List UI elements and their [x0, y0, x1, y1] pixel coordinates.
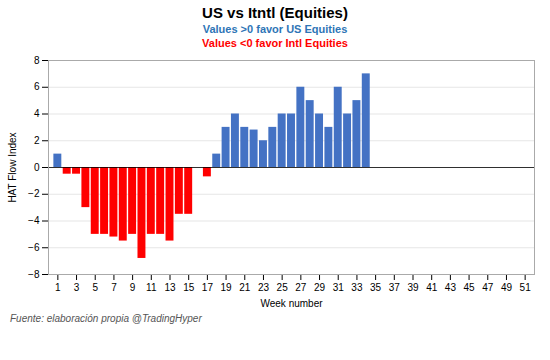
svg-text:9: 9 [130, 282, 136, 293]
svg-text:23: 23 [258, 282, 270, 293]
svg-text:11: 11 [146, 282, 157, 293]
html-text:Fuente: elaboración propia @Tr: Fuente: elaboración propia @TradingHyper [10, 313, 202, 324]
svg-text:15: 15 [183, 282, 195, 293]
svg-text:29: 29 [314, 282, 326, 293]
svg-text:HAT Flow Index: HAT Flow Index [7, 132, 18, 202]
svg-text:25: 25 [277, 282, 289, 293]
svg-text:0: 0 [34, 162, 40, 173]
svg-text:7: 7 [111, 282, 117, 293]
svg-text:13: 13 [164, 282, 176, 293]
svg-text:45: 45 [464, 282, 476, 293]
svg-text:27: 27 [295, 282, 307, 293]
svg-text:8: 8 [34, 55, 40, 66]
svg-text:−2: −2 [28, 188, 40, 199]
svg-text:47: 47 [482, 282, 494, 293]
svg-text:4: 4 [34, 108, 40, 119]
svg-text:3: 3 [74, 282, 80, 293]
svg-text:Week number: Week number [260, 298, 323, 309]
svg-text:17: 17 [202, 282, 214, 293]
svg-text:41: 41 [426, 282, 438, 293]
svg-text:2: 2 [34, 135, 40, 146]
svg-text:51: 51 [520, 282, 532, 293]
svg-text:43: 43 [445, 282, 457, 293]
html-text:US vs Itntl (Equities): US vs Itntl (Equities) [202, 4, 348, 21]
html-text:Values >0 favor US Equities: Values >0 favor US Equities [202, 23, 348, 35]
svg-text:21: 21 [239, 282, 251, 293]
svg-text:−6: −6 [28, 242, 40, 253]
svg-text:49: 49 [501, 282, 513, 293]
svg-text:−8: −8 [28, 269, 40, 280]
svg-text:19: 19 [221, 282, 233, 293]
svg-text:−4: −4 [28, 215, 40, 226]
html-text:Values <0 favor Intl Equities: Values <0 favor Intl Equities [202, 37, 348, 49]
svg-text:37: 37 [389, 282, 401, 293]
svg-text:31: 31 [333, 282, 345, 293]
svg-text:5: 5 [92, 282, 98, 293]
svg-text:39: 39 [407, 282, 419, 293]
svg-text:35: 35 [370, 282, 382, 293]
svg-text:6: 6 [34, 81, 40, 92]
svg-text:1: 1 [55, 282, 61, 293]
svg-text:33: 33 [351, 282, 363, 293]
